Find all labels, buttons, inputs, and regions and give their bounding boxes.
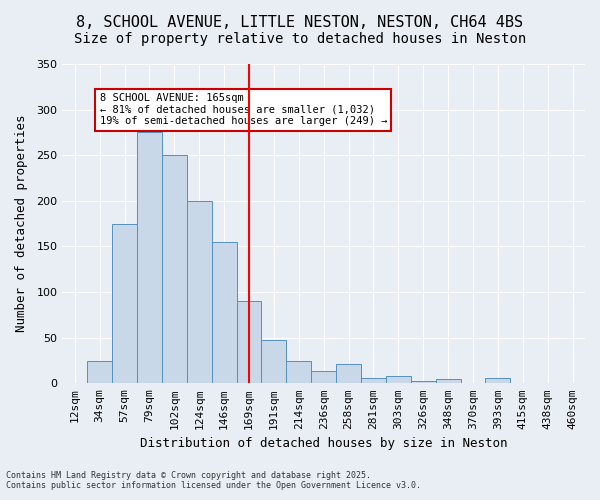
Bar [361, 378, 386, 384]
X-axis label: Distribution of detached houses by size in Neston: Distribution of detached houses by size … [140, 437, 508, 450]
Y-axis label: Number of detached properties: Number of detached properties [15, 115, 28, 332]
Bar [162, 155, 187, 384]
Bar [187, 201, 212, 384]
Bar [485, 378, 511, 384]
Bar [386, 376, 411, 384]
Bar [311, 370, 336, 384]
Bar [212, 242, 236, 384]
Text: 8, SCHOOL AVENUE, LITTLE NESTON, NESTON, CH64 4BS: 8, SCHOOL AVENUE, LITTLE NESTON, NESTON,… [76, 15, 524, 30]
Bar [262, 340, 286, 384]
Bar [411, 380, 436, 384]
Bar [137, 132, 162, 384]
Bar [336, 364, 361, 384]
Bar [87, 362, 112, 384]
Bar [236, 301, 262, 384]
Bar [112, 224, 137, 384]
Bar [436, 378, 461, 384]
Text: Size of property relative to detached houses in Neston: Size of property relative to detached ho… [74, 32, 526, 46]
Text: 8 SCHOOL AVENUE: 165sqm
← 81% of detached houses are smaller (1,032)
19% of semi: 8 SCHOOL AVENUE: 165sqm ← 81% of detache… [100, 93, 387, 126]
Bar [286, 362, 311, 384]
Text: Contains HM Land Registry data © Crown copyright and database right 2025.
Contai: Contains HM Land Registry data © Crown c… [6, 470, 421, 490]
